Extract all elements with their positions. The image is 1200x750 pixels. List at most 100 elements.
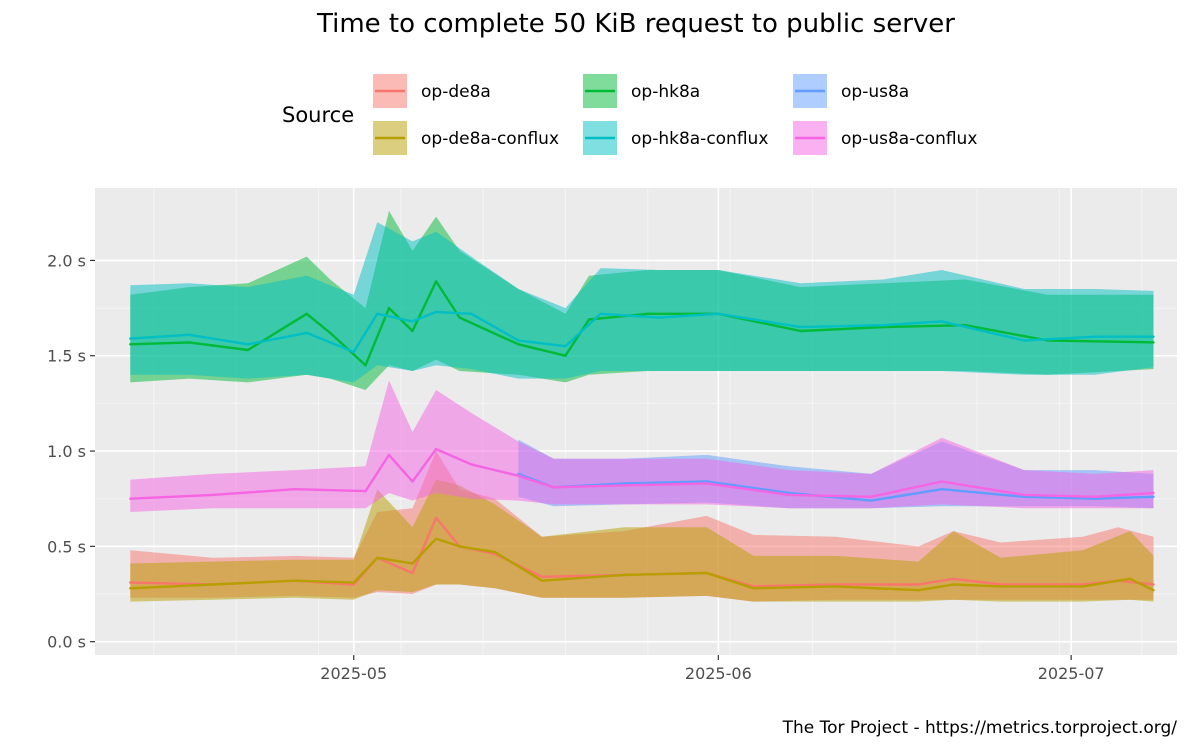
legend-label: op-us8a-conflux — [841, 129, 977, 149]
data-point — [411, 329, 414, 333]
data-point — [599, 312, 602, 315]
line-op-de8a-conflux — [130, 537, 1155, 592]
data-point — [411, 571, 414, 575]
data-point — [1152, 495, 1155, 498]
ribbons — [130, 210, 1154, 602]
legend-title: Source — [282, 103, 354, 127]
y-axis: 0.0 s 0.5 s 1.0 s 1.5 s 2.0 s — [47, 251, 95, 652]
data-point — [305, 331, 308, 335]
legend-label: op-us8a — [841, 82, 909, 102]
data-point — [623, 482, 626, 485]
data-point — [940, 488, 943, 491]
data-point — [1093, 497, 1096, 500]
data-point — [352, 350, 355, 354]
data-point — [352, 583, 355, 586]
line-op-hk8a-conflux — [130, 310, 1154, 354]
data-point — [434, 310, 438, 314]
data-point — [587, 318, 591, 321]
data-point — [705, 571, 708, 575]
data-point — [434, 516, 438, 519]
legend-item-op-hk8a-conflux: op-hk8a-conflux — [583, 121, 768, 155]
x-axis: 2025-05 2025-06 2025-07 — [320, 655, 1105, 683]
y-tick-label: 2.0 s — [47, 251, 86, 270]
data-point — [787, 493, 791, 497]
data-point — [1081, 585, 1085, 588]
ribbon-op-us8a-conflux — [130, 380, 1154, 512]
data-point — [917, 589, 920, 592]
data-point — [1093, 495, 1096, 498]
data-point — [881, 325, 885, 329]
legend-item-op-de8a: op-de8a — [373, 74, 491, 108]
data-point — [564, 345, 567, 348]
data-point — [411, 480, 414, 483]
data-point — [387, 306, 391, 310]
y-tick-label: 1.0 s — [47, 442, 86, 461]
data-point — [799, 329, 802, 333]
data-point — [1152, 491, 1155, 495]
data-point — [999, 583, 1002, 586]
data-point — [211, 493, 214, 497]
data-point — [881, 324, 885, 327]
data-point — [411, 320, 414, 323]
data-point — [246, 343, 250, 346]
data-point — [293, 579, 297, 582]
data-point — [1022, 495, 1026, 498]
data-point — [293, 488, 297, 491]
data-point — [1152, 341, 1155, 344]
data-point — [1152, 589, 1155, 592]
data-point — [623, 573, 626, 577]
data-point — [917, 583, 920, 586]
data-point — [1152, 583, 1155, 586]
data-point — [246, 348, 250, 352]
data-point — [623, 484, 626, 487]
data-point — [211, 583, 214, 586]
data-point — [564, 354, 567, 357]
data-point — [1093, 335, 1096, 338]
y-tick-label: 0.0 s — [47, 633, 86, 652]
data-point — [493, 550, 497, 554]
data-point — [458, 316, 461, 319]
data-point — [434, 537, 438, 540]
data-point — [540, 579, 544, 582]
y-tick-label: 1.5 s — [47, 347, 86, 366]
data-point — [305, 312, 308, 315]
data-point — [658, 316, 661, 319]
data-point — [129, 337, 132, 340]
data-point — [129, 581, 132, 584]
legend-item-op-us8a: op-us8a — [793, 74, 909, 108]
data-point — [364, 489, 367, 493]
data-point — [540, 575, 544, 578]
data-point — [517, 339, 520, 342]
data-point — [552, 486, 555, 489]
y-tick-label: 0.5 s — [47, 537, 86, 556]
data-point — [952, 577, 955, 580]
data-point — [470, 463, 473, 466]
data-point — [329, 331, 332, 335]
x-tick-label: 2025-06 — [685, 664, 752, 683]
data-point — [870, 499, 873, 502]
data-point — [376, 312, 379, 315]
data-point — [1128, 577, 1132, 580]
data-point — [364, 364, 367, 367]
data-point — [352, 581, 355, 584]
x-tick-label: 2025-05 — [320, 664, 387, 683]
data-point — [952, 583, 955, 586]
data-point — [1152, 335, 1155, 338]
data-point — [834, 583, 838, 586]
data-point — [517, 474, 520, 477]
series-lines — [129, 280, 1155, 592]
ribbon-op-hk8a-conflux — [130, 222, 1154, 383]
data-point — [717, 312, 720, 315]
data-point — [705, 482, 708, 485]
chart-title: Time to complete 50 KiB request to publi… — [316, 9, 955, 39]
data-point — [434, 280, 438, 283]
legend-label: op-de8a — [421, 82, 491, 102]
data-point — [646, 312, 649, 315]
legend-item-op-hk8a: op-hk8a — [583, 74, 700, 108]
data-point — [470, 312, 473, 315]
data-point — [1022, 493, 1026, 497]
data-point — [129, 497, 132, 500]
legend: Source op-de8a op-hk8a op-us8a op-de8a-conf… — [282, 74, 977, 155]
data-point — [1022, 339, 1026, 342]
